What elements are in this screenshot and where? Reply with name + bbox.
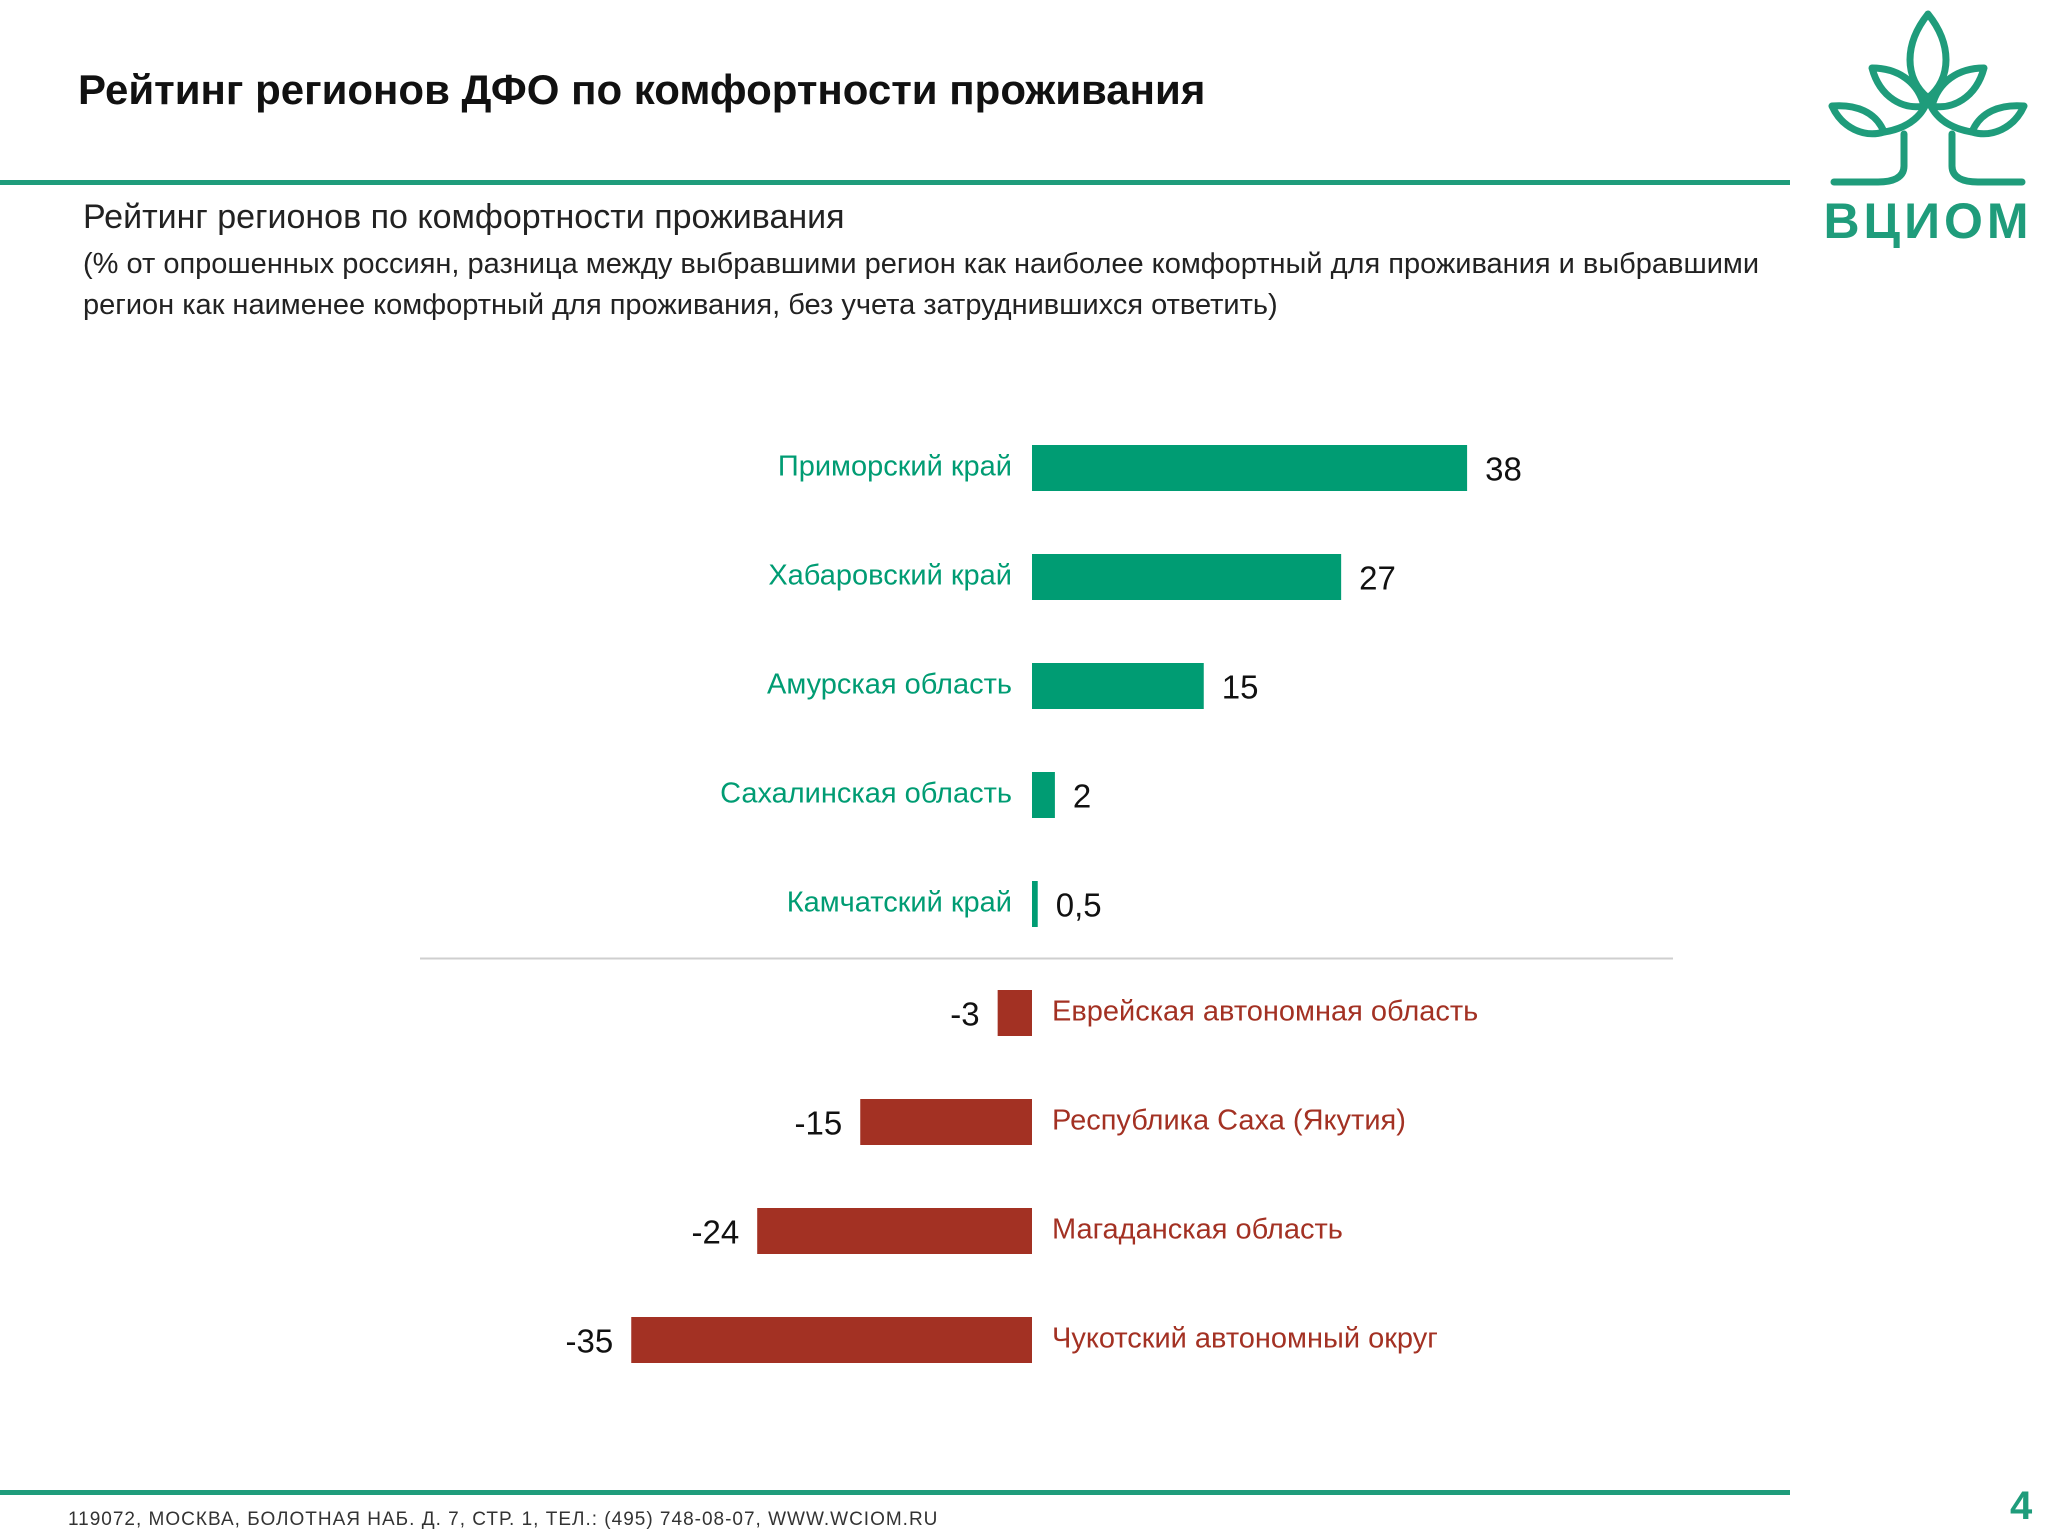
category-label-1: Приморский край xyxy=(778,451,1012,483)
category-label-6: Еврейская автономная область xyxy=(1052,996,1478,1028)
value-label-5: 0,5 xyxy=(1056,887,1102,924)
category-label-7: Республика Саха (Якутия) xyxy=(1052,1105,1406,1137)
chart-subtitle: (% от опрошенных россиян, разница между … xyxy=(83,248,1760,321)
category-label-8: Магаданская область xyxy=(1052,1214,1343,1246)
slide-title: Рейтинг регионов ДФО по комфортности про… xyxy=(78,66,1206,113)
category-label-2: Хабаровский край xyxy=(768,560,1012,592)
value-label-8: -24 xyxy=(691,1214,739,1251)
footer-address: 119072, МОСКВА, БОЛОТНАЯ НАБ. Д. 7, СТР.… xyxy=(68,1509,939,1530)
bar-3 xyxy=(1032,663,1204,709)
bar-7 xyxy=(860,1099,1032,1145)
category-label-5: Камчатский край xyxy=(787,887,1012,919)
value-label-9: -35 xyxy=(566,1323,614,1360)
footer-rule xyxy=(0,1490,1790,1495)
logo-text: ВЦИОМ xyxy=(1823,193,2033,249)
bar-4 xyxy=(1032,772,1055,818)
value-label-1: 38 xyxy=(1485,451,1522,488)
bar-2 xyxy=(1032,554,1342,600)
bar-8 xyxy=(757,1208,1032,1254)
bar-1 xyxy=(1032,445,1468,491)
bar-chart: Приморский край 38 Хабаровский край 27 Амурс… xyxy=(420,445,1673,1363)
value-label-2: 27 xyxy=(1359,560,1396,597)
category-label-9: Чукотский автономный округ xyxy=(1052,1323,1438,1355)
value-label-3: 15 xyxy=(1222,669,1259,706)
header-rule xyxy=(0,180,1790,185)
category-label-3: Амурская область xyxy=(767,669,1012,701)
category-label-4: Сахалинская область xyxy=(720,778,1012,810)
wciom-logo: ВЦИОМ xyxy=(1820,6,2036,249)
value-label-6: -3 xyxy=(950,996,979,1033)
bar-5 xyxy=(1032,881,1038,927)
tree-logo-icon xyxy=(1828,10,2028,186)
value-label-7: -15 xyxy=(795,1105,843,1142)
bar-9 xyxy=(631,1317,1032,1363)
page-number: 4 xyxy=(2010,1484,2033,1528)
chart-title: Рейтинг регионов по комфортности прожива… xyxy=(83,198,845,236)
bar-6 xyxy=(997,990,1032,1036)
value-label-4: 2 xyxy=(1073,778,1091,815)
